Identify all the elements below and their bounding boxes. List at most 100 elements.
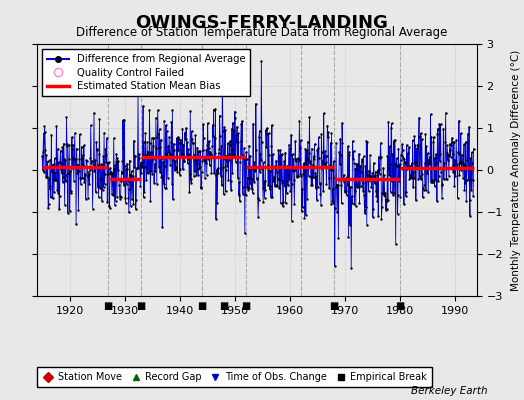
Point	[456, 130, 465, 137]
Point	[405, 164, 413, 170]
Point	[364, 172, 372, 178]
Point	[377, 216, 386, 223]
Point	[326, 140, 335, 146]
Point	[362, 138, 370, 144]
Point	[141, 130, 149, 136]
Point	[274, 147, 282, 153]
Point	[468, 177, 477, 184]
Point	[280, 183, 289, 190]
Point	[184, 156, 193, 163]
Point	[56, 192, 64, 199]
Point	[248, 190, 257, 196]
Point	[60, 140, 68, 147]
Point	[206, 153, 215, 160]
Point	[126, 203, 135, 210]
Point	[299, 163, 308, 170]
Point	[142, 177, 150, 183]
Point	[269, 151, 277, 158]
Point	[129, 175, 137, 181]
Point	[325, 166, 334, 172]
Point	[166, 152, 174, 158]
Point	[406, 163, 414, 169]
Point	[111, 162, 119, 168]
Point	[377, 154, 385, 160]
Point	[334, 182, 342, 188]
Point	[353, 181, 361, 188]
Point	[156, 144, 165, 150]
Point	[115, 176, 123, 182]
Point	[110, 166, 118, 172]
Point	[418, 171, 427, 177]
Point	[97, 161, 105, 168]
Point	[319, 188, 328, 194]
Point	[286, 188, 294, 194]
Point	[227, 187, 235, 193]
Point	[365, 167, 373, 174]
Point	[286, 145, 294, 152]
Point	[282, 190, 291, 196]
Point	[126, 171, 134, 178]
Point	[68, 134, 76, 140]
Point	[299, 204, 307, 211]
Point	[108, 170, 117, 176]
Point	[145, 106, 154, 113]
Point	[203, 120, 212, 126]
Point	[192, 156, 200, 163]
Point	[101, 180, 109, 187]
Point	[250, 159, 259, 165]
Text: Berkeley Earth: Berkeley Earth	[411, 386, 487, 396]
Point	[122, 166, 130, 172]
Point	[345, 152, 353, 159]
Point	[341, 188, 349, 195]
Point	[252, 147, 260, 153]
Point	[171, 164, 180, 170]
Point	[116, 194, 125, 200]
Point	[93, 183, 102, 190]
Point	[168, 180, 176, 187]
Point	[280, 158, 289, 164]
Point	[190, 152, 199, 158]
Point	[48, 168, 56, 175]
Point	[256, 151, 265, 157]
Point	[79, 152, 87, 159]
Point	[430, 134, 438, 140]
Point	[170, 140, 178, 147]
Point	[291, 138, 299, 144]
Point	[184, 146, 192, 153]
Point	[236, 138, 245, 144]
Point	[71, 130, 79, 136]
Point	[277, 152, 285, 158]
Point	[442, 176, 450, 183]
Point	[311, 169, 320, 176]
Point	[239, 154, 248, 161]
Point	[372, 188, 380, 194]
Text: ■: ■	[219, 301, 228, 311]
Point	[170, 167, 179, 173]
Point	[40, 168, 48, 175]
Point	[61, 156, 69, 163]
Point	[199, 121, 208, 128]
Point	[210, 134, 219, 141]
Point	[157, 136, 165, 143]
Point	[85, 171, 93, 177]
Point	[280, 162, 288, 169]
Point	[98, 162, 106, 168]
Point	[378, 204, 386, 210]
Point	[379, 176, 387, 182]
Text: ■: ■	[137, 301, 146, 311]
Point	[328, 198, 336, 204]
Text: ■: ■	[197, 301, 206, 311]
Point	[143, 138, 151, 145]
Point	[244, 165, 253, 171]
Point	[455, 172, 464, 178]
Point	[113, 194, 121, 200]
Point	[357, 158, 366, 164]
Point	[163, 153, 171, 160]
Point	[87, 160, 95, 166]
Point	[438, 181, 446, 187]
Point	[428, 177, 436, 183]
Point	[450, 138, 458, 145]
Point	[204, 156, 212, 162]
Point	[119, 117, 127, 124]
Point	[262, 126, 270, 133]
